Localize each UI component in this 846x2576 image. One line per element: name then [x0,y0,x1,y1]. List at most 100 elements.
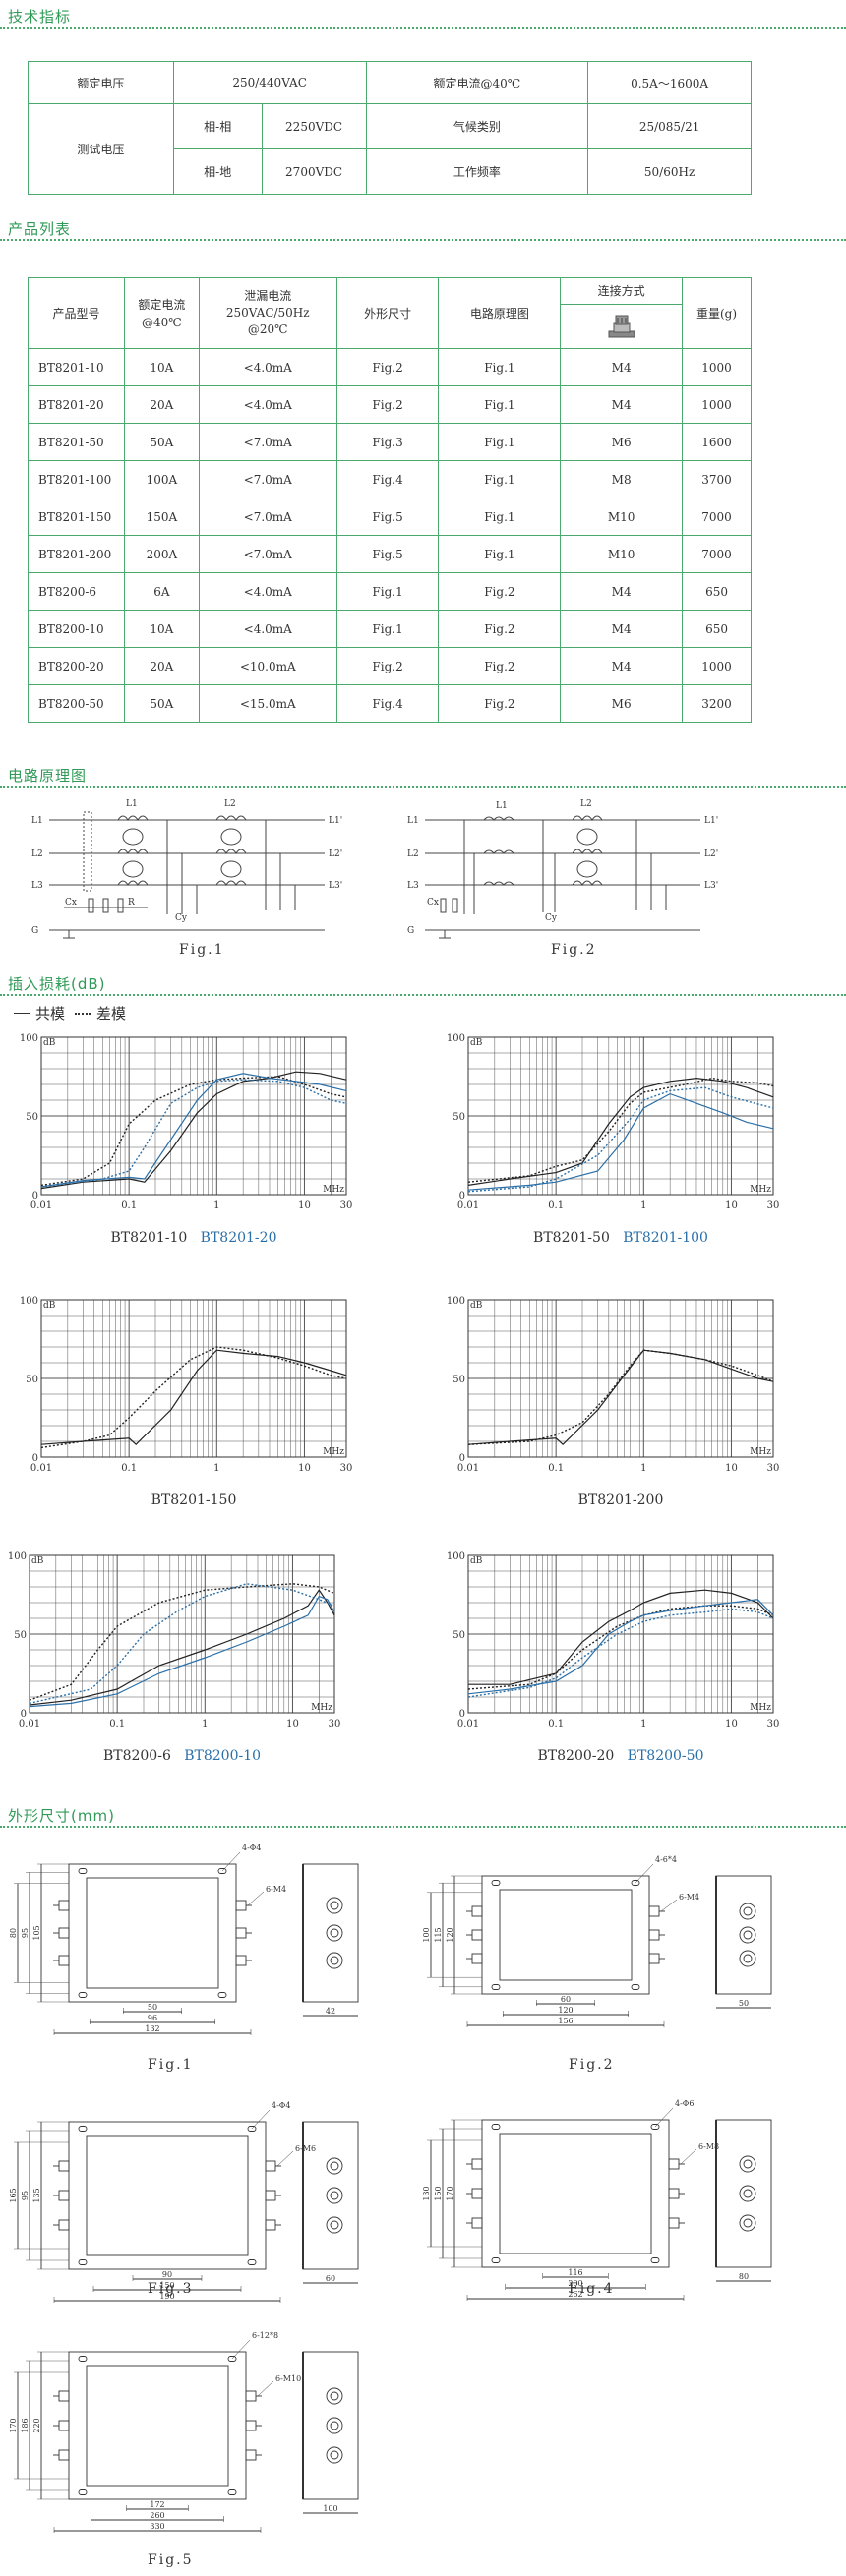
mounting-plate [68,2121,267,2270]
mounting-hole [227,2356,237,2362]
y-tick-label: 0 [32,1453,38,1464]
product-table: 产品型号 额定电流 @40℃ 泄漏电流 250VAC/50Hz @20℃ 外形尺… [28,277,752,723]
product-row: BT8201-150 150A <7.0mA Fig.5 Fig.1 M10 7000 [28,498,752,536]
x-unit-label: MHz [750,1185,771,1195]
circuit-label: L1 [496,801,508,811]
product-cell: 10A [123,348,200,386]
spec-value: 2700VDC [261,148,367,195]
dimension-label: 95 [21,1928,30,1938]
y-tick-label: 0 [459,1453,465,1464]
product-cell: Fig.1 [438,498,562,536]
circuit-label: L2 [407,849,419,859]
section-divider [0,994,846,996]
mounting-hole [491,1984,501,1990]
chart-caption: BT8200-20 BT8200-50 [449,1748,793,1764]
product-cell: <4.0mA [198,610,337,648]
product-row: BT8201-50 50A <7.0mA Fig.3 Fig.1 M6 1600 [28,423,752,461]
dimension-label: 120 [558,2006,573,2015]
insertion-loss-chart: 100 50 00.01 0.1 1 10 30 dB MHz [20,1033,352,1211]
product-cell: Fig.1 [335,610,440,648]
dimension-label: 150 [159,2281,174,2290]
terminal [235,1927,247,1939]
x-tick-label: 10 [298,1200,311,1211]
insertion-loss-chart: 100 50 00.01 0.1 1 10 30 dB MHz [447,1033,779,1211]
circuit-label: G [407,926,414,936]
dimension-label: 120 [446,1927,454,1942]
dimension-label: 6-M4 [679,1893,699,1902]
dimension-label: 115 [434,1927,443,1942]
y-unit-label: dB [43,1301,56,1311]
mounting-plate [481,1875,650,1995]
series-line [467,1349,774,1446]
product-cell: 650 [682,610,752,648]
mounting-hole [491,2124,501,2130]
mounting-hole [78,2126,88,2132]
section-title-specs: 技术指标 [8,8,72,26]
side-view-fig1: 42 [302,1863,359,2017]
terminal-screw [326,1924,343,1942]
dimension-caption-fig1: Fig.1 [148,2057,194,2073]
circuit-label: L1 [31,816,43,826]
col-header-connect: 连接方式 [560,277,684,349]
spec-label: 相-相 [172,103,263,149]
spec-value: 50/60Hz [587,148,752,195]
terminal-screw [739,1903,756,1920]
product-cell: M10 [560,535,684,573]
product-cell: Fig.1 [335,572,440,611]
dimension-label: 116 [568,2268,582,2277]
circuit-caption-fig1: Fig.1 [179,942,225,958]
dimension-label: 50 [739,1999,749,2008]
product-cell: 3200 [682,684,752,723]
product-cell: 1000 [682,348,752,386]
circuit-label: L3' [704,881,718,891]
product-cell: 100A [123,460,200,498]
terminal [471,1929,483,1941]
y-tick-label: 50 [14,1630,27,1641]
spec-label: 工作频率 [365,148,589,195]
terminal [235,1900,247,1911]
product-row: BT8201-100 100A <7.0mA Fig.4 Fig.1 M8 3700 [28,460,752,498]
terminal [265,2190,276,2201]
circuit-label: L2 [31,849,43,859]
product-cell: Fig.1 [438,423,562,461]
terminal [245,2420,257,2431]
dimension-label: 6-M8 [698,2142,719,2151]
terminal-screw [326,2157,343,2175]
product-cell: M6 [560,684,684,723]
circuit-label: R [128,898,135,907]
series-line [40,1073,347,1188]
spec-label: 额定电流@40℃ [365,61,589,104]
y-tick-label: 100 [20,1296,38,1307]
x-tick-label: 0.1 [548,1200,564,1211]
mounting-hole [217,1992,227,1998]
terminal [265,2160,276,2172]
product-row: BT8201-10 10A <4.0mA Fig.2 Fig.1 M4 1000 [28,348,752,386]
caption-model-alt: BT8201-20 [200,1230,277,1246]
dimension-label: 132 [145,2024,159,2033]
terminal-screw [326,1897,343,1914]
mounting-hole [78,2259,88,2265]
side-view-fig3: 60 [302,2121,359,2284]
series-line [40,1071,347,1190]
dimension-label: 60 [326,2274,335,2283]
caption-model: BT8200-20 [537,1748,615,1764]
dimension-label: 260 [150,2511,164,2520]
terminal-screw [326,2446,343,2464]
plot-frame [467,1299,774,1458]
filter-body [499,1889,633,1981]
chart-caption: BT8201-50 BT8201-100 [449,1230,793,1246]
dimension-label: 220 [32,2418,41,2432]
x-tick-label: 30 [767,1719,780,1729]
series-line [29,1589,335,1706]
product-cell: <7.0mA [198,535,337,573]
dimension-label: 165 [10,2188,18,2202]
spec-value: 2250VDC [261,103,367,149]
y-tick-label: 100 [447,1033,465,1044]
caption-model: BT8200-6 [102,1748,171,1764]
product-cell: Fig.5 [335,535,440,573]
dimension-label: 80 [739,2272,749,2281]
col-header-model: 产品型号 [28,277,125,349]
product-row: BT8200-6 6A <4.0mA Fig.1 Fig.2 M4 650 [28,572,752,611]
series-line [467,1349,774,1445]
chart-caption: BT8201-150 [22,1493,366,1508]
